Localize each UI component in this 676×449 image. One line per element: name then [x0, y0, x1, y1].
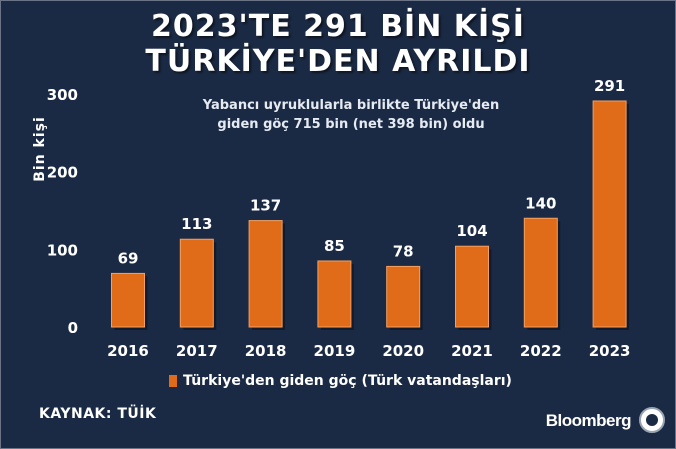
legend-swatch	[169, 375, 177, 387]
x-tick-label: 2018	[245, 342, 287, 360]
x-tick-label: 2021	[451, 342, 493, 360]
bar-value-label: 113	[181, 215, 212, 233]
bar	[386, 265, 421, 328]
chart-title-line1: 2023'TE 291 BİN KİŞİ	[151, 9, 525, 44]
source-note: KAYNAK: TÜİK	[39, 406, 157, 422]
y-tick-label: 200	[47, 164, 78, 182]
bar	[523, 217, 558, 328]
y-tick-label: 0	[68, 319, 78, 337]
x-tick-label: 2023	[589, 342, 631, 360]
bar-value-label: 291	[594, 77, 625, 95]
bar-value-label: 69	[118, 249, 139, 267]
bar	[248, 220, 283, 328]
x-tick-label: 2019	[314, 342, 356, 360]
y-tick-label: 300	[47, 86, 78, 104]
bar-value-label: 78	[393, 242, 414, 260]
bar-value-label: 85	[324, 237, 345, 255]
x-tick-label: 2017	[176, 342, 218, 360]
chart-title-line2: TÜRKİYE'DEN AYRILDI	[145, 44, 531, 79]
bar	[455, 245, 489, 328]
bar	[317, 260, 352, 328]
x-tick-label: 2016	[107, 342, 149, 360]
bar-value-label: 140	[525, 194, 556, 212]
x-tick-label: 2020	[382, 342, 424, 360]
legend: Türkiye'den giden göç (Türk vatandaşları…	[169, 373, 512, 389]
bar	[111, 272, 145, 328]
chart-subtitle: Yabancı uyruklularla birlikte Türkiye'de…	[141, 96, 561, 134]
brand-name: Bloomberg	[545, 411, 632, 430]
bar	[179, 238, 214, 328]
subtitle-line1: Yabancı uyruklularla birlikte Türkiye'de…	[202, 98, 500, 113]
bar-value-label: 104	[456, 222, 487, 240]
legend-label: Türkiye'den giden göç (Türk vatandaşları…	[183, 373, 512, 389]
x-tick-label: 2022	[520, 342, 562, 360]
y-tick-label: 100	[47, 241, 78, 259]
bar-value-label: 137	[250, 197, 281, 215]
bar	[592, 100, 627, 328]
subtitle-line2: giden göç 715 bin (net 398 bin) oldu	[217, 117, 485, 132]
brand-logo-icon	[639, 407, 665, 433]
